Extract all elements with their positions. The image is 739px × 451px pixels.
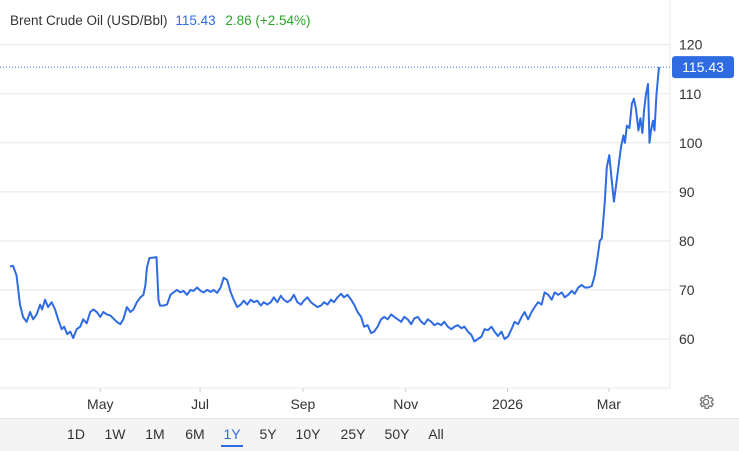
price-label-layer: 115.43	[0, 56, 734, 79]
last-price-label: 115.43	[682, 59, 724, 75]
legend-change: 2.86 (+2.54%)	[225, 13, 311, 28]
y-tick-label: 110	[679, 86, 702, 102]
y-tick-label: 60	[679, 331, 695, 347]
x-axis: May Jul Sep Nov 2026 Mar	[87, 388, 621, 412]
x-tick-label: Nov	[393, 396, 418, 412]
y-axis: 60 70 80 90 100 110 120	[679, 37, 703, 347]
time-range-bar: 1D 1W 1M 6M 1Y 5Y 10Y 25Y 50Y All	[0, 418, 739, 451]
range-button-6m[interactable]: 6M	[185, 426, 205, 442]
x-tick-label: 2026	[492, 396, 523, 412]
instrument-name: Brent Crude Oil (USD/Bbl)	[10, 13, 168, 28]
range-button-1w[interactable]: 1W	[104, 426, 126, 442]
y-tick-label: 70	[679, 282, 695, 298]
range-button-1y[interactable]: 1Y	[221, 426, 243, 447]
range-button-all[interactable]: All	[428, 426, 444, 442]
chart-area: 60 70 80 90 100 110 120 May Jul Sep Nov 2026 Mar 11…	[0, 0, 734, 412]
legend-price: 115.43	[175, 13, 216, 28]
series-layer	[9, 67, 660, 343]
grid-lines	[0, 0, 671, 389]
range-button-1m[interactable]: 1M	[145, 426, 165, 442]
range-button-5y[interactable]: 5Y	[259, 426, 277, 442]
last-price-badge	[672, 56, 734, 79]
series-line	[9, 67, 660, 343]
y-tick-label: 120	[679, 37, 703, 53]
range-button-1d[interactable]: 1D	[67, 426, 85, 442]
y-tick-label: 100	[679, 135, 703, 151]
x-tick-label: May	[87, 396, 113, 412]
gear-icon[interactable]	[697, 393, 715, 411]
price-chart: 60 70 80 90 100 110 120 May Jul Sep Nov 2026 Mar 11…	[0, 0, 734, 412]
x-tick-label: Sep	[290, 396, 315, 412]
y-tick-label: 80	[679, 233, 695, 249]
range-button-50y[interactable]: 50Y	[384, 426, 410, 442]
y-tick-label: 90	[679, 184, 695, 200]
range-button-10y[interactable]: 10Y	[295, 426, 321, 442]
range-button-25y[interactable]: 25Y	[340, 426, 366, 442]
chart-legend: Brent Crude Oil (USD/Bbl) 115.43 2.86 (+…	[10, 13, 311, 28]
x-tick-label: Mar	[597, 396, 621, 412]
x-tick-label: Jul	[191, 396, 209, 412]
